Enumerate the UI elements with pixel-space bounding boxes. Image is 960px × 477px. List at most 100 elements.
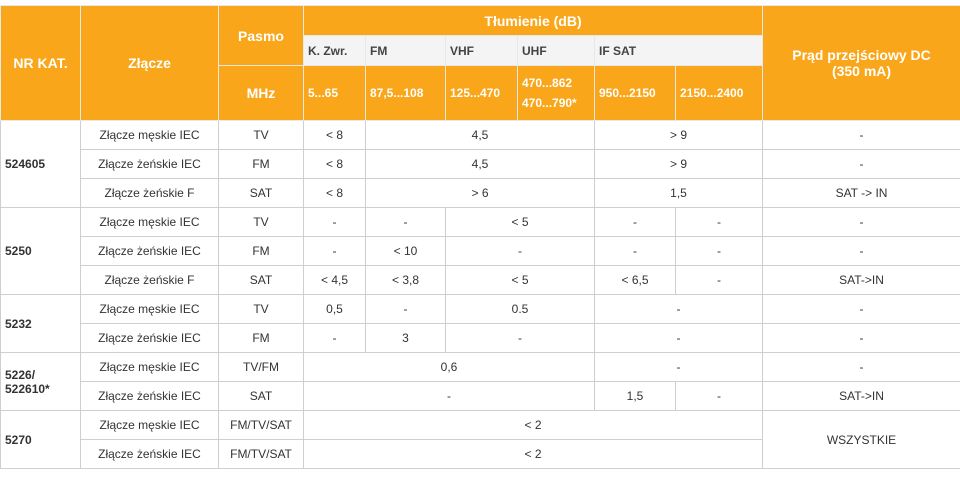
table-row: Złącze żeńskie IEC SAT -1,5- SAT->IN bbox=[1, 381, 960, 411]
table-cell: - bbox=[674, 381, 764, 411]
catalog-line: 5226/ bbox=[5, 367, 36, 382]
table-cell: FM/TV/SAT bbox=[218, 439, 304, 469]
table-row: Złącze żeńskie F SAT < 4,5 < 3,8 < 5 < 6,5- SA… bbox=[1, 265, 960, 295]
table-cell: - bbox=[445, 323, 595, 353]
table-cell: 1,5 bbox=[594, 381, 676, 411]
table-cell: - bbox=[303, 381, 595, 411]
table-cell: Złącze żeńskie IEC bbox=[80, 236, 219, 266]
page: NR KAT. Złącze Pasmo Tłumienie (dB) Prąd… bbox=[0, 5, 960, 477]
band-cell: IF SAT bbox=[593, 35, 764, 66]
table-cell: - bbox=[365, 207, 446, 237]
table-cell: < 8 bbox=[303, 120, 366, 150]
header-line: Prąd przejściowy DC bbox=[792, 47, 931, 63]
table-row: Złącze żeńskie IEC FM < 8 4,5 > 9- bbox=[1, 149, 960, 179]
table-cell: - bbox=[762, 120, 960, 150]
table-cell: SAT bbox=[218, 178, 304, 208]
table-row: 5250 Złącze męskie IEC TV - - < 5--- bbox=[0, 207, 960, 295]
table-cell: Złącze żeńskie IEC bbox=[80, 149, 219, 179]
table-cell: < 5 bbox=[445, 265, 595, 295]
header-cell: NR KAT. bbox=[0, 5, 81, 121]
table-cell: WSZYSTKIE bbox=[762, 410, 960, 469]
table-cell: < 3,8 bbox=[365, 265, 446, 295]
catalog-number: 5270 bbox=[0, 410, 81, 469]
table-cell: TV bbox=[218, 120, 304, 150]
table-row: 5270 Złącze męskie IEC FM/TV/SAT < 2 WSZYSTK… bbox=[0, 410, 960, 469]
table-cell: 1,5 bbox=[593, 178, 764, 208]
catalog-line: 5232 bbox=[5, 316, 32, 331]
table-cell: > 9 bbox=[593, 149, 764, 179]
table-cell: > 9 bbox=[593, 120, 764, 150]
table-cell: - bbox=[762, 352, 960, 382]
header-line: (350 mA) bbox=[831, 63, 892, 79]
catalog-number: 5250 bbox=[0, 207, 81, 295]
table-row: Złącze żeńskie IEC FM - < 10- - - - bbox=[1, 236, 960, 266]
range-cell: 2150...2400 bbox=[674, 65, 764, 121]
table-cell: 0,5 bbox=[303, 294, 366, 324]
table-cell: < 10 bbox=[365, 236, 446, 266]
table-cell: TV/FM bbox=[218, 352, 304, 382]
table-cell: < 2 bbox=[302, 439, 764, 469]
range-cell: 5...65 bbox=[303, 65, 366, 121]
table-cell: < 8 bbox=[303, 178, 366, 208]
table-cell: FM/TV/SAT bbox=[218, 410, 304, 440]
table-cell: < 6,5 bbox=[594, 265, 676, 295]
table-cell: - bbox=[762, 323, 960, 353]
table-cell: - bbox=[303, 236, 366, 266]
table-cell: 4,5 bbox=[365, 149, 595, 179]
catalog-line: 5270 bbox=[5, 432, 32, 447]
table-cell: - bbox=[674, 265, 764, 295]
catalog-number: 5226/522610* bbox=[0, 352, 81, 411]
table-cell: < 8 bbox=[303, 149, 366, 179]
table-cell: Złącze męskie IEC bbox=[80, 294, 219, 324]
band-cell: VHF bbox=[445, 35, 518, 66]
table-cell: 0,6 bbox=[303, 352, 595, 382]
table-row: 5232 Złącze męskie IEC TV 0,5-0.5- - bbox=[0, 294, 960, 353]
band-cell: FM bbox=[365, 35, 446, 66]
table-cell: - bbox=[365, 294, 446, 324]
band-cell: UHF bbox=[517, 35, 595, 66]
table-cell: 3 bbox=[365, 323, 446, 353]
table-cell: Złącze męskie IEC bbox=[80, 410, 219, 440]
header-cell: Pasmo bbox=[218, 5, 304, 66]
table-cell: - bbox=[762, 149, 960, 179]
range-line: 470...790* bbox=[522, 96, 577, 110]
table-cell: Złącze żeńskie F bbox=[80, 178, 219, 208]
band-cell: K. Zwr. bbox=[303, 35, 366, 66]
table-cell: - bbox=[303, 323, 366, 353]
table-row: Złącze żeńskie F SAT < 8 > 6 1,5 SAT -> IN bbox=[1, 178, 960, 208]
attenuation-table: NR KAT. Złącze Pasmo Tłumienie (dB) Prąd… bbox=[0, 5, 960, 469]
header-cell: MHz bbox=[218, 65, 304, 121]
table-cell: - bbox=[762, 236, 960, 266]
table-cell: FM bbox=[218, 236, 304, 266]
table-cell: - bbox=[303, 207, 366, 237]
range-cell: 125...470 bbox=[445, 65, 518, 121]
table-cell: - bbox=[594, 236, 676, 266]
table-cell: SAT->IN bbox=[762, 381, 960, 411]
table-cell: SAT bbox=[218, 381, 304, 411]
table-cell: Złącze żeńskie IEC bbox=[80, 381, 219, 411]
table-cell: FM bbox=[218, 149, 304, 179]
table-cell: 4,5 bbox=[365, 120, 595, 150]
catalog-line: 524605 bbox=[5, 157, 46, 171]
range-cell: 950...2150 bbox=[594, 65, 676, 121]
table-cell: Złącze żeńskie F bbox=[80, 265, 219, 295]
table-cell: < 5 bbox=[445, 207, 595, 237]
table-cell: 0.5 bbox=[445, 294, 595, 324]
table-cell: - bbox=[674, 207, 764, 237]
table-cell: Złącze męskie IEC bbox=[80, 207, 219, 237]
table-cell: SAT -> IN bbox=[762, 178, 960, 208]
range-cell: 470...862 470...790* bbox=[517, 65, 595, 121]
table-cell: - bbox=[445, 236, 595, 266]
table-row: Złącze żeńskie IEC FM -3- - - bbox=[1, 323, 960, 353]
table-cell: < 2 bbox=[302, 410, 764, 440]
table-cell: SAT bbox=[218, 265, 304, 295]
table-cell: - bbox=[593, 294, 764, 324]
catalog-line: 522610* bbox=[5, 381, 50, 396]
table-cell: Złącze żeńskie IEC bbox=[80, 439, 219, 469]
catalog-number: 5232 bbox=[0, 294, 81, 353]
table-row: Złącze żeńskie IEC FM/TV/SAT < 2 bbox=[1, 439, 960, 469]
table-cell: TV bbox=[218, 207, 304, 237]
table-cell: - bbox=[593, 352, 764, 382]
table-cell: Złącze żeńskie IEC bbox=[80, 323, 219, 353]
table-cell: - bbox=[593, 323, 764, 353]
